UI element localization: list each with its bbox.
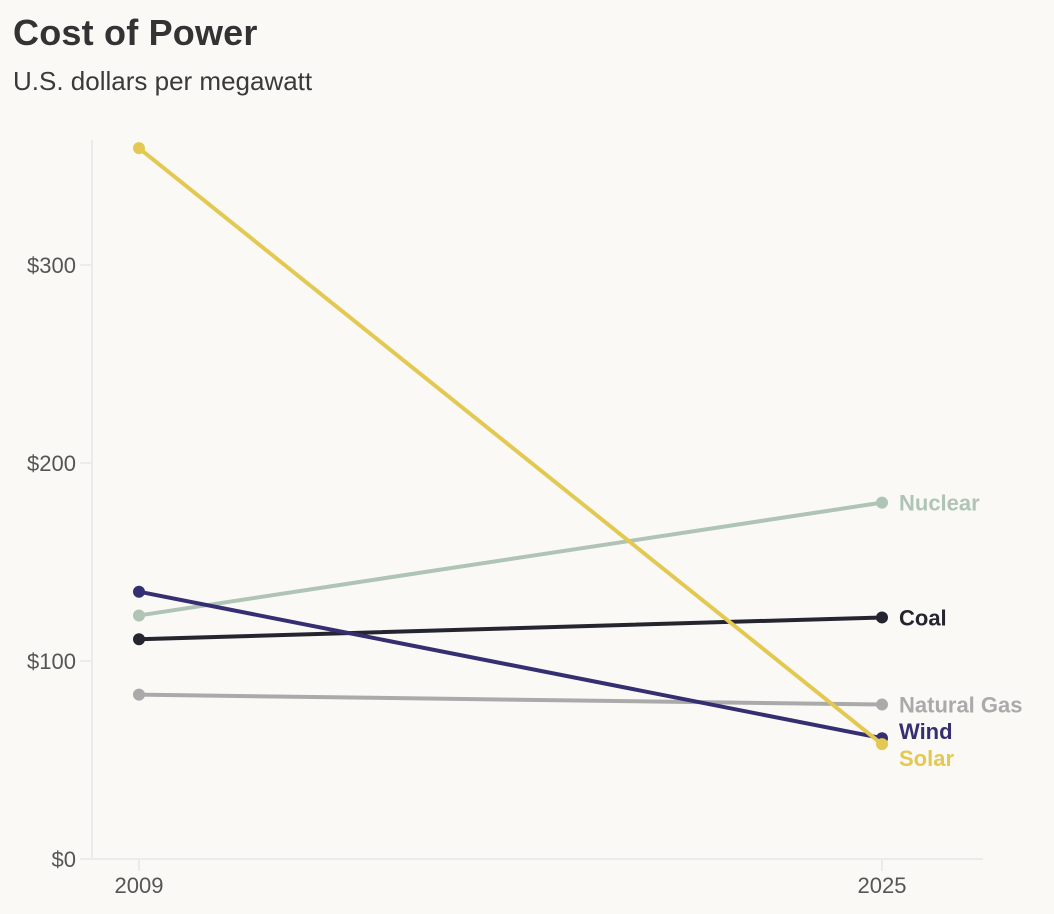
series-label-nuclear: Nuclear	[899, 491, 980, 516]
chart-title: Cost of Power	[13, 12, 258, 53]
series-line-solar	[137, 146, 884, 747]
data-point-nuclear-start	[133, 609, 145, 622]
x-tick-label: 2009	[115, 873, 164, 898]
chart-subtitle: U.S. dollars per megawatt	[13, 66, 313, 96]
data-point-solar-end	[876, 738, 888, 751]
series-lines	[133, 142, 888, 751]
axes: $0 $100 $200 $300 2009 2025	[27, 140, 983, 898]
data-point-coal-end	[876, 611, 888, 624]
series-line-natural-gas	[137, 692, 884, 707]
series-label-natural-gas: Natural Gas	[899, 693, 1023, 718]
y-tick-label: $300	[27, 253, 76, 278]
data-point-natural-gas-start	[133, 688, 145, 701]
series-line-wind	[137, 589, 884, 741]
series-line-coal	[137, 615, 884, 642]
data-point-nuclear-end	[876, 496, 888, 509]
x-tick-label: 2025	[858, 873, 907, 898]
series-label-coal: Coal	[899, 605, 947, 630]
y-tick-label: $100	[27, 649, 76, 674]
data-point-solar-start	[133, 142, 145, 155]
series-line-nuclear	[137, 500, 884, 618]
y-tick-label: $200	[27, 451, 76, 476]
data-point-wind-start	[133, 585, 145, 598]
data-point-natural-gas-end	[876, 698, 888, 711]
series-label-solar: Solar	[899, 746, 954, 771]
y-tick-label: $0	[52, 847, 76, 872]
data-point-coal-start	[133, 633, 145, 646]
series-label-wind: Wind	[899, 719, 953, 744]
